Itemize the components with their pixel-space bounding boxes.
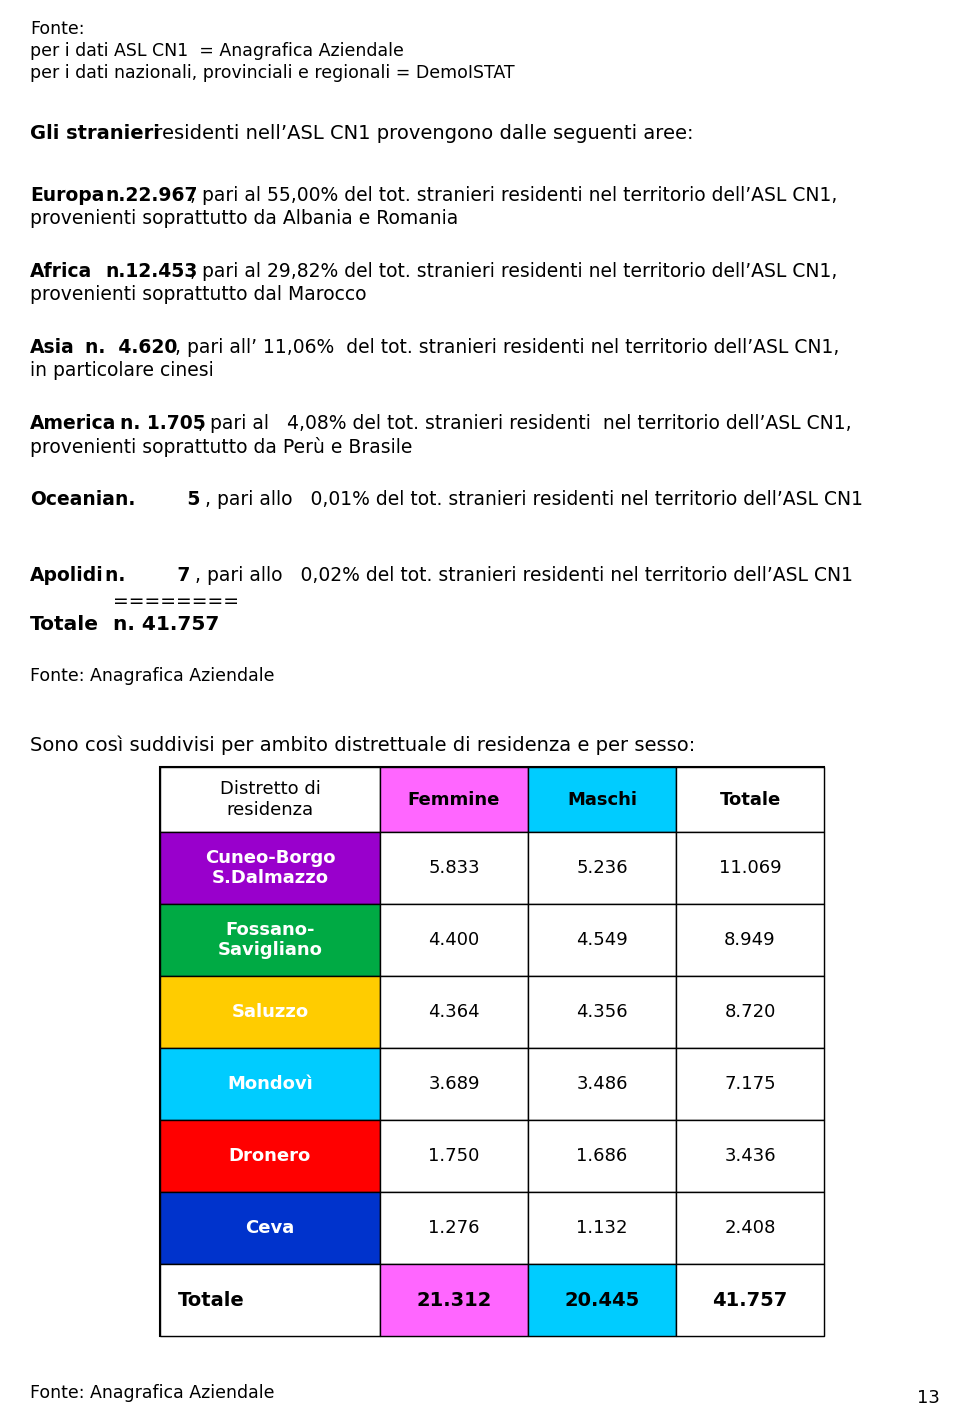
Text: 3.689: 3.689 <box>428 1074 480 1093</box>
Text: 21.312: 21.312 <box>417 1291 492 1310</box>
Bar <box>528 903 676 976</box>
Bar <box>160 903 380 976</box>
Text: Totale: Totale <box>178 1291 245 1310</box>
Text: Fossano-
Savigliano: Fossano- Savigliano <box>218 921 323 959</box>
Text: 41.757: 41.757 <box>712 1291 787 1310</box>
Text: n. 1.705: n. 1.705 <box>120 415 205 433</box>
Text: Totale: Totale <box>719 791 780 808</box>
Text: n.  4.620: n. 4.620 <box>85 338 178 358</box>
Bar <box>160 1120 380 1191</box>
Text: 3.486: 3.486 <box>576 1074 628 1093</box>
Text: 2.408: 2.408 <box>724 1218 776 1237</box>
Text: , pari al 29,82% del tot. stranieri residenti nel territorio dell’ASL CN1,: , pari al 29,82% del tot. stranieri resi… <box>190 262 837 281</box>
Bar <box>528 976 676 1047</box>
Bar <box>528 1264 676 1337</box>
Text: Fonte:: Fonte: <box>30 20 84 38</box>
Text: n. 41.757: n. 41.757 <box>113 616 220 634</box>
Bar <box>380 1047 528 1120</box>
Bar <box>380 1191 528 1264</box>
Text: Maschi: Maschi <box>567 791 637 808</box>
Text: Fonte: Anagrafica Aziendale: Fonte: Anagrafica Aziendale <box>30 1384 275 1402</box>
Text: Ceva: Ceva <box>246 1218 295 1237</box>
Text: Dronero: Dronero <box>228 1147 311 1166</box>
Text: Cuneo-Borgo
S.Dalmazzo: Cuneo-Borgo S.Dalmazzo <box>204 849 335 888</box>
Text: ========: ======== <box>113 591 239 611</box>
Text: 1.750: 1.750 <box>428 1147 480 1166</box>
Text: 4.400: 4.400 <box>428 931 480 949</box>
Text: provenienti soprattutto da Albania e Romania: provenienti soprattutto da Albania e Rom… <box>30 209 458 228</box>
Text: 1.276: 1.276 <box>428 1218 480 1237</box>
Text: Europa: Europa <box>30 187 105 205</box>
Bar <box>160 832 380 903</box>
Text: Asia: Asia <box>30 338 75 358</box>
Bar <box>528 1120 676 1191</box>
Bar <box>676 1191 824 1264</box>
Text: Mondovì: Mondovì <box>228 1074 313 1093</box>
Text: 5.833: 5.833 <box>428 859 480 876</box>
Text: , pari allo   0,02% del tot. stranieri residenti nel territorio dell’ASL CN1: , pari allo 0,02% del tot. stranieri res… <box>195 566 853 586</box>
Bar <box>380 1264 528 1337</box>
Bar <box>160 767 824 1337</box>
Text: Fonte: Anagrafica Aziendale: Fonte: Anagrafica Aziendale <box>30 667 275 685</box>
Bar <box>380 903 528 976</box>
Text: 11.069: 11.069 <box>719 859 781 876</box>
Text: Africa: Africa <box>30 262 92 281</box>
Text: 1.132: 1.132 <box>576 1218 628 1237</box>
Bar <box>676 832 824 903</box>
Bar <box>160 1264 380 1337</box>
Bar <box>380 767 528 832</box>
Text: Femmine: Femmine <box>408 791 500 808</box>
Bar <box>160 976 380 1047</box>
Text: n.22.967: n.22.967 <box>105 187 198 205</box>
Text: Sono così suddivisi per ambito distrettuale di residenza e per sesso:: Sono così suddivisi per ambito distrettu… <box>30 735 695 754</box>
Text: 8.720: 8.720 <box>724 1003 776 1020</box>
Text: n.12.453: n.12.453 <box>105 262 198 281</box>
Bar <box>380 1120 528 1191</box>
Text: 20.445: 20.445 <box>564 1291 639 1310</box>
Text: 4.356: 4.356 <box>576 1003 628 1020</box>
Text: Totale: Totale <box>30 616 99 634</box>
Text: per i dati nazionali, provinciali e regionali = DemoISTAT: per i dati nazionali, provinciali e regi… <box>30 64 515 83</box>
Text: , pari al   4,08% del tot. stranieri residenti  nel territorio dell’ASL CN1,: , pari al 4,08% del tot. stranieri resid… <box>198 415 852 433</box>
Text: Apolidi: Apolidi <box>30 566 104 586</box>
Text: Saluzzo: Saluzzo <box>231 1003 308 1020</box>
Bar <box>676 903 824 976</box>
Text: 5.236: 5.236 <box>576 859 628 876</box>
Text: America: America <box>30 415 116 433</box>
Text: , pari al 55,00% del tot. stranieri residenti nel territorio dell’ASL CN1,: , pari al 55,00% del tot. stranieri resi… <box>190 187 837 205</box>
Bar <box>528 767 676 832</box>
Bar <box>676 1047 824 1120</box>
Text: per i dati ASL CN1  = Anagrafica Aziendale: per i dati ASL CN1 = Anagrafica Aziendal… <box>30 41 404 60</box>
Text: 4.549: 4.549 <box>576 931 628 949</box>
Bar <box>160 767 380 832</box>
Text: , pari all’ 11,06%  del tot. stranieri residenti nel territorio dell’ASL CN1,: , pari all’ 11,06% del tot. stranieri re… <box>175 338 839 358</box>
Text: , pari allo   0,01% del tot. stranieri residenti nel territorio dell’ASL CN1: , pari allo 0,01% del tot. stranieri res… <box>205 490 863 509</box>
Bar <box>380 832 528 903</box>
Bar <box>160 1047 380 1120</box>
Text: provenienti soprattutto dal Marocco: provenienti soprattutto dal Marocco <box>30 285 367 304</box>
Bar <box>676 976 824 1047</box>
Text: provenienti soprattutto da Perù e Brasile: provenienti soprattutto da Perù e Brasil… <box>30 437 413 457</box>
Text: 7.175: 7.175 <box>724 1074 776 1093</box>
Text: 13: 13 <box>917 1389 940 1406</box>
Text: 4.364: 4.364 <box>428 1003 480 1020</box>
Text: Oceania: Oceania <box>30 490 115 509</box>
Bar <box>380 976 528 1047</box>
Text: residenti nell’ASL CN1 provengono dalle seguenti aree:: residenti nell’ASL CN1 provengono dalle … <box>148 124 693 142</box>
Bar <box>528 832 676 903</box>
Text: n.        5: n. 5 <box>115 490 201 509</box>
Text: 3.436: 3.436 <box>724 1147 776 1166</box>
Bar <box>676 767 824 832</box>
Bar <box>528 1047 676 1120</box>
Bar <box>528 1191 676 1264</box>
Bar <box>160 1191 380 1264</box>
Bar <box>676 1120 824 1191</box>
Bar <box>676 1264 824 1337</box>
Text: in particolare cinesi: in particolare cinesi <box>30 361 214 380</box>
Text: Gli stranieri: Gli stranieri <box>30 124 160 142</box>
Text: 8.949: 8.949 <box>724 931 776 949</box>
Text: n.        7: n. 7 <box>105 566 190 586</box>
Text: Distretto di
residenza: Distretto di residenza <box>220 779 321 819</box>
Text: 1.686: 1.686 <box>576 1147 628 1166</box>
